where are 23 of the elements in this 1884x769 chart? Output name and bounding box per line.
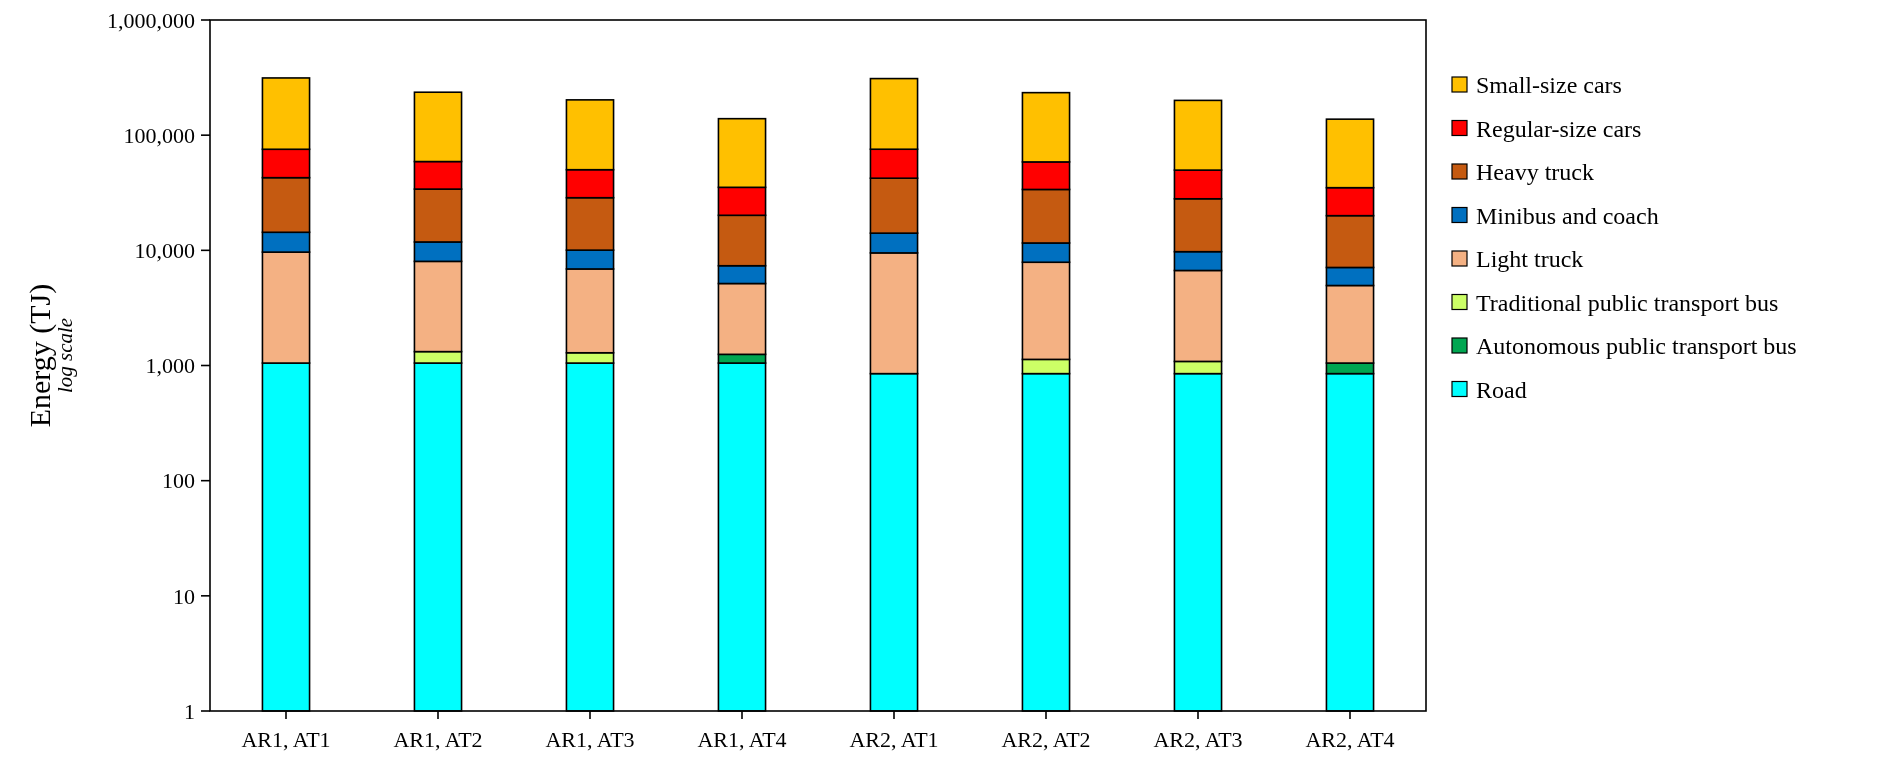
x-tick-label: AR1, AT1 xyxy=(241,727,331,752)
y-tick-label: 10,000 xyxy=(134,238,195,264)
y-tick-label: 1 xyxy=(184,698,195,724)
x-tick-label: AR2, AT3 xyxy=(1153,727,1243,752)
y-tick-label: 10 xyxy=(173,583,195,609)
legend-label: Road xyxy=(1476,376,1527,403)
legend-label: Traditional public transport bus xyxy=(1476,289,1779,316)
legend-label: Heavy truck xyxy=(1476,159,1594,186)
x-tick-label: AR1, AT3 xyxy=(545,727,635,752)
legend-label: Small-size cars xyxy=(1476,72,1622,99)
legend-label: Autonomous public transport bus xyxy=(1476,333,1797,360)
x-tick-label: AR2, AT2 xyxy=(1001,727,1091,752)
legend-label: Minibus and coach xyxy=(1476,202,1659,229)
x-tick-label: AR2, AT4 xyxy=(1305,727,1395,752)
x-tick-label: AR1, AT4 xyxy=(697,727,787,752)
x-tick-label: AR2, AT1 xyxy=(849,727,939,752)
y-tick-label: 100 xyxy=(162,468,195,494)
x-tick-label: AR1, AT2 xyxy=(393,727,483,752)
y-tick-label: 1,000 xyxy=(145,353,195,379)
y-tick-label: 100,000 xyxy=(123,122,195,148)
legend-label: Light truck xyxy=(1476,246,1584,273)
y-tick-label: 1,000,000 xyxy=(107,7,195,33)
legend-label: Regular-size cars xyxy=(1476,115,1642,142)
